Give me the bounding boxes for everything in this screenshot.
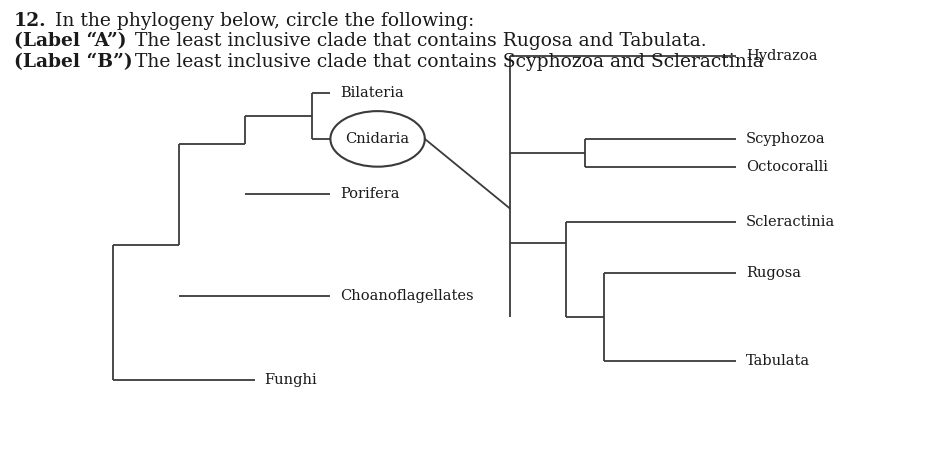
Text: Scyphozoa: Scyphozoa [746,132,825,146]
Text: Cnidaria: Cnidaria [346,132,410,146]
Text: Choanoflagellates: Choanoflagellates [340,289,474,303]
Text: 12.: 12. [14,12,47,30]
Text: Scleractinia: Scleractinia [746,215,835,229]
Text: (Label “B”): (Label “B”) [14,53,133,71]
Text: Porifera: Porifera [340,188,399,201]
Text: Funghi: Funghi [264,373,317,387]
Text: The least inclusive clade that contains Rugosa and Tabulata.: The least inclusive clade that contains … [129,32,707,50]
Text: In the phylogeny below, circle the following:: In the phylogeny below, circle the follo… [49,12,474,30]
Text: (Label “A”): (Label “A”) [14,32,126,50]
Text: Tabulata: Tabulata [746,354,810,368]
Text: Octocoralli: Octocoralli [746,160,828,174]
Text: Hydrazoa: Hydrazoa [746,49,818,63]
Text: The least inclusive clade that contains Scyphozoa and Scleractinia: The least inclusive clade that contains … [129,53,764,71]
Text: Rugosa: Rugosa [746,266,801,280]
Text: Bilateria: Bilateria [340,86,404,100]
